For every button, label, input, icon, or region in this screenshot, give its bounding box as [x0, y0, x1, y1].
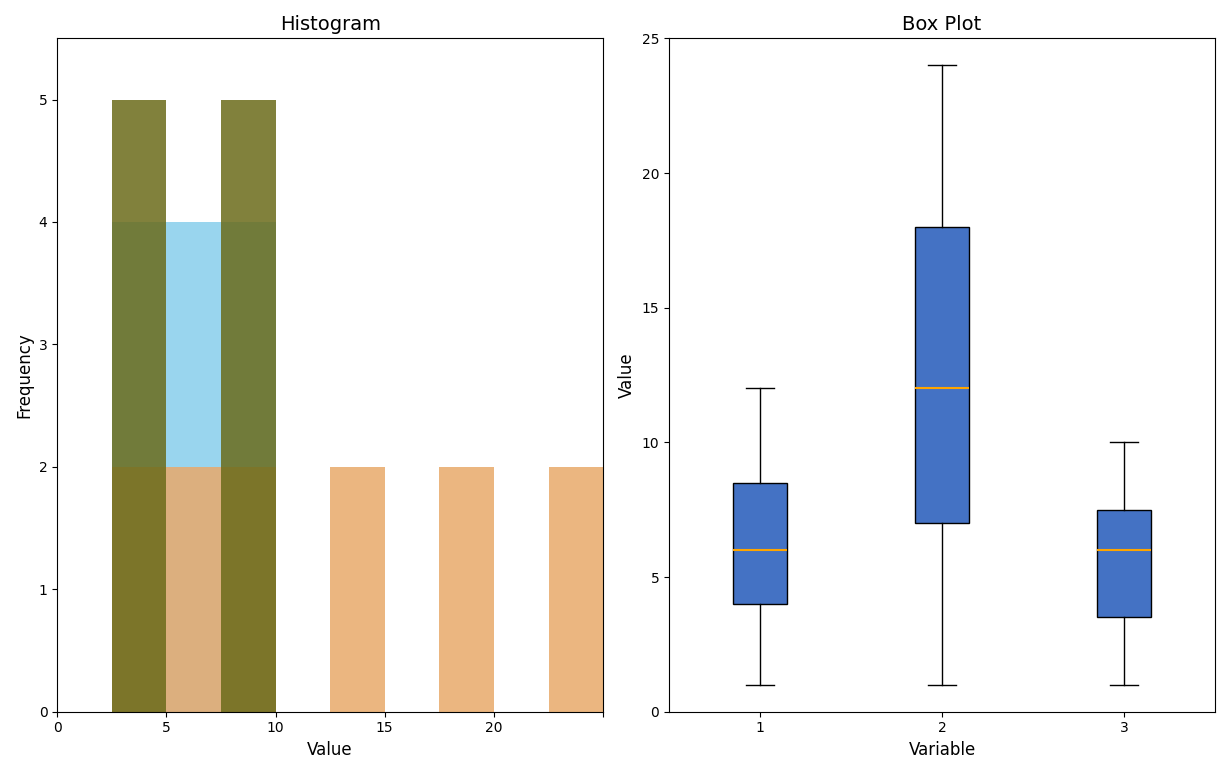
Bar: [166, 467, 221, 712]
Title: Histogram: Histogram: [279, 15, 380, 34]
Bar: [166, 222, 221, 712]
Bar: [439, 467, 494, 712]
Bar: [112, 467, 166, 712]
X-axis label: Variable: Variable: [909, 741, 975, 759]
Bar: [221, 100, 276, 712]
Y-axis label: Frequency: Frequency: [15, 332, 33, 418]
Bar: [221, 467, 276, 712]
PathPatch shape: [733, 483, 787, 604]
Bar: [112, 100, 166, 712]
Bar: [112, 222, 166, 712]
Bar: [549, 467, 603, 712]
PathPatch shape: [915, 227, 969, 523]
Bar: [330, 467, 385, 712]
Y-axis label: Value: Value: [619, 352, 636, 398]
PathPatch shape: [1097, 510, 1151, 618]
Bar: [221, 222, 276, 712]
X-axis label: Value: Value: [308, 741, 353, 759]
Title: Box Plot: Box Plot: [903, 15, 982, 34]
